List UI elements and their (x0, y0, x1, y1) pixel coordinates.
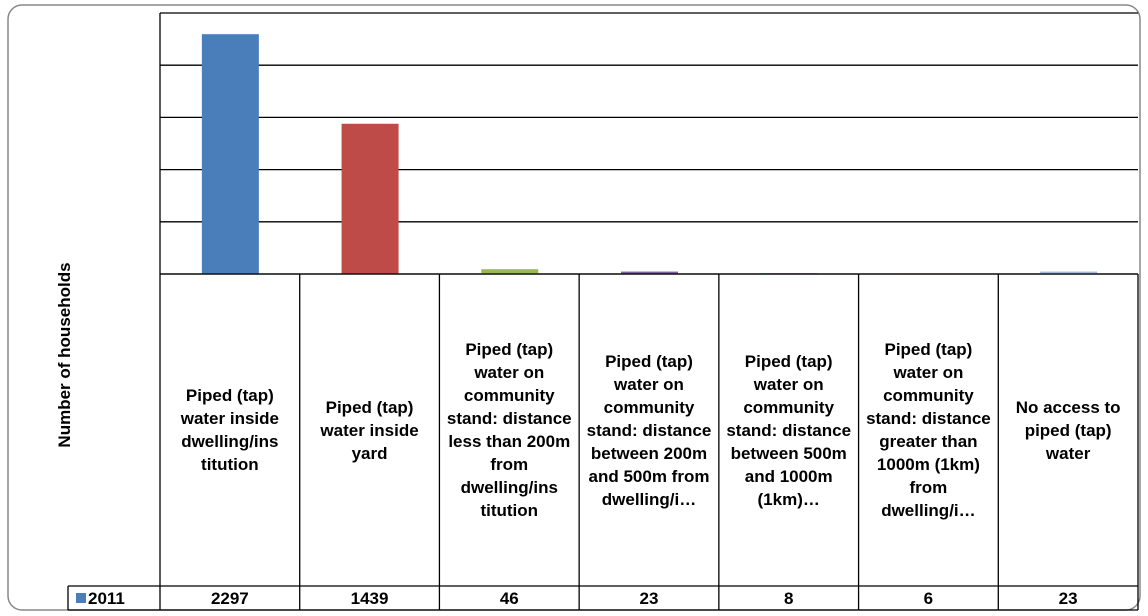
data-value: 6 (923, 588, 934, 608)
category-label: Piped (tap) water on community stand: di… (446, 340, 572, 520)
bar (621, 271, 678, 274)
category-label: No access to piped (tap) water (1015, 397, 1121, 463)
data-value: 2297 (210, 588, 249, 608)
y-axis-label: Number of households (55, 262, 74, 448)
bar (481, 269, 539, 274)
data-value: 8 (783, 588, 794, 608)
category-label: Piped (tap) water on community stand: di… (586, 351, 712, 509)
data-value: 23 (1058, 588, 1078, 608)
bar (341, 123, 399, 274)
legend-label: 2011 (88, 588, 125, 608)
data-value: 23 (639, 588, 659, 608)
bar (1040, 271, 1098, 274)
bar (201, 34, 259, 274)
data-value: 46 (499, 588, 519, 608)
legend-key (76, 593, 86, 603)
category-label: Piped (tap) water inside dwelling/ins ti… (180, 386, 279, 474)
category-label: Piped (tap) water on community stand: di… (866, 340, 991, 520)
data-value: 1439 (350, 588, 389, 608)
category-label: Piped (tap) water inside yard (320, 397, 419, 463)
category-label: Piped (tap) water on community stand: di… (726, 351, 852, 509)
